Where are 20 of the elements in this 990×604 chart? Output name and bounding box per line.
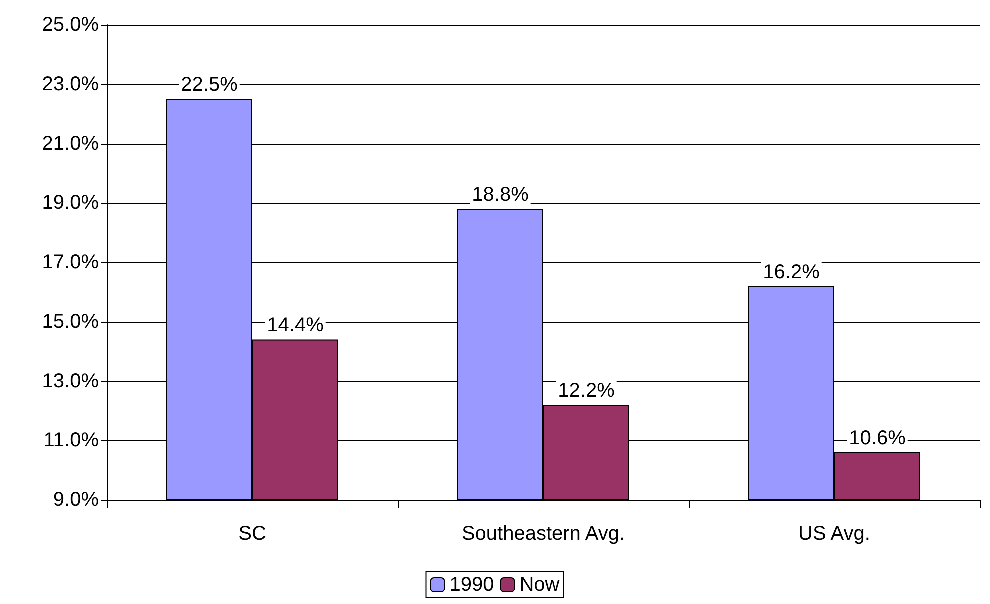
y-tick-label: 19.0% [42,192,100,214]
data-label: 10.6% [849,428,906,450]
data-label: 12.2% [558,380,616,402]
y-tick-label: 15.0% [42,310,100,333]
y-tick-label: 9.0% [53,489,100,511]
y-tick-label: 13.0% [42,370,100,392]
x-tick-label: US Avg. [798,523,870,545]
y-tick-label: 23.0% [42,73,100,96]
legend-label: 1990 [450,574,494,596]
y-tick-label: 21.0% [42,132,100,155]
data-label: 18.8% [472,184,530,206]
data-label: 16.2% [763,261,820,284]
y-tick-label: 17.0% [42,252,100,274]
legend-label: Now [520,574,560,596]
y-tick-label: 11.0% [44,430,100,452]
x-tick-label: SC [238,523,266,545]
data-label: 22.5% [181,74,238,96]
data-label: 14.4% [267,314,324,337]
x-tick-label: Southeastern Avg. [462,523,626,545]
y-tick-label: 25.0% [42,14,100,36]
